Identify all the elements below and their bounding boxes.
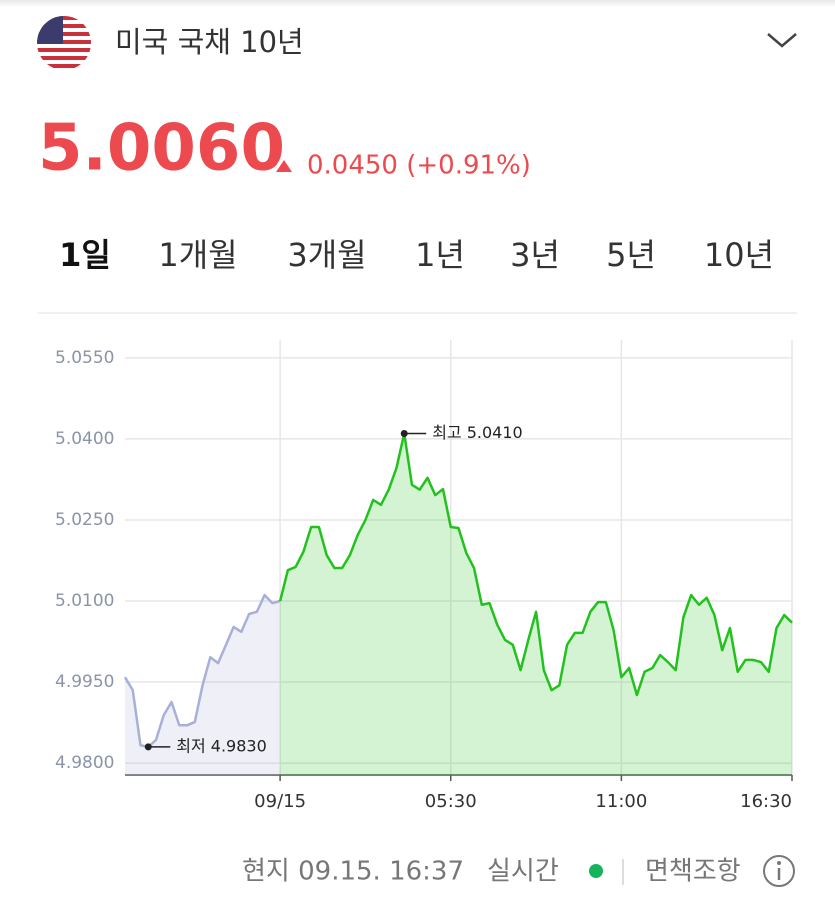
- y-tick-label: 5.0550: [55, 348, 114, 368]
- up-triangle: [276, 160, 292, 172]
- price-change: 0.0450 (+0.91%): [307, 151, 531, 181]
- footer-time: 현지 09.15. 16:37: [242, 857, 464, 887]
- line: [278, 432, 793, 697]
- low-marker-label: 최저 4.9830: [176, 736, 267, 755]
- x-tick-label: 11:00: [595, 791, 647, 812]
- us-flag: [37, 16, 91, 70]
- period-tab[interactable]: 5년: [606, 236, 656, 274]
- x-tick-label: 05:30: [425, 791, 477, 812]
- period-tabs: 1일 1개월 3개월 1년 3년 5년 10년: [59, 236, 774, 274]
- period-tab[interactable]: 10년: [704, 236, 774, 274]
- header-title: 미국 국채 10년: [115, 25, 304, 59]
- high-marker: [400, 429, 408, 437]
- y-tick-label: 5.0250: [55, 510, 114, 530]
- area: [280, 433, 792, 775]
- price: 5.0060: [38, 112, 285, 186]
- y-tick-label: 5.0400: [55, 429, 114, 449]
- area: [125, 595, 281, 775]
- period-tab[interactable]: 3개월: [287, 236, 366, 274]
- period-tab[interactable]: 1년: [415, 236, 465, 274]
- period-tab[interactable]: 3년: [510, 236, 560, 274]
- chart: 4.9800 4.9950 5.0100 5.0250 5.0400 5.0550 09/1…: [55, 340, 793, 812]
- info-icon[interactable]: [763, 855, 795, 887]
- y-tick-label: 5.0100: [55, 591, 114, 611]
- x-tick-label: 16:30: [740, 791, 792, 812]
- live-dot: [589, 864, 603, 878]
- footer-live: 실시간: [487, 857, 559, 887]
- period-tab[interactable]: 1일: [59, 236, 111, 274]
- y-tick-label: 4.9950: [55, 672, 114, 692]
- top-shadow: [0, 0, 835, 7]
- disclaimer-link[interactable]: 면책조항: [645, 857, 741, 887]
- period-tab[interactable]: 1개월: [158, 236, 237, 274]
- low-marker: [144, 743, 152, 751]
- high-marker-label: 최고 5.0410: [432, 423, 523, 442]
- y-tick-label: 4.9800: [55, 753, 114, 773]
- dropdown-chevron[interactable]: [767, 33, 797, 48]
- x-tick-label: 09/15: [254, 791, 306, 812]
